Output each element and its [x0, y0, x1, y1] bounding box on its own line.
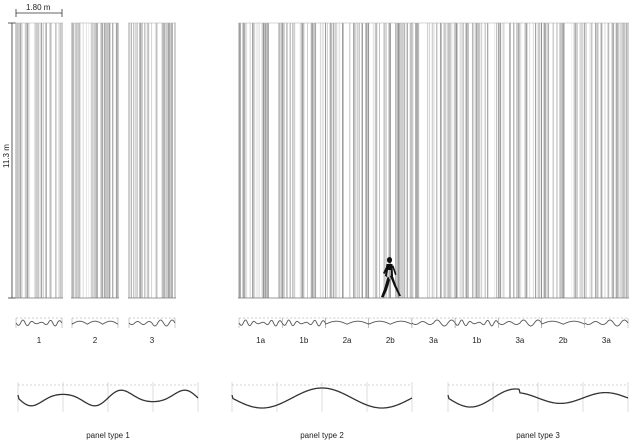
wall-panel-label: 1b	[299, 336, 308, 345]
wall-panel-label: 1b	[472, 336, 481, 345]
single-section-3: 3	[128, 317, 176, 345]
single-panel-2	[71, 22, 119, 299]
wall-panel	[367, 22, 413, 299]
wall-panel	[238, 22, 284, 299]
wall-panel-label: 3a	[429, 336, 438, 345]
wall-section: 3a	[584, 317, 629, 345]
panel-type-section-3: panel type 3	[447, 382, 629, 440]
wall-section-curve	[368, 320, 413, 325]
wall-section: 1b	[281, 317, 326, 345]
width-dimension: 1.80 m	[15, 3, 63, 17]
wall-panel-label: 1a	[256, 336, 265, 345]
single-panel-group	[15, 22, 176, 299]
wall-section: 1a	[238, 317, 283, 345]
panel-type-section-1: panel type 1	[17, 382, 199, 440]
wall-panel	[540, 22, 586, 299]
single-section-2: 2	[71, 317, 119, 345]
single-panel-sections: 1 2 3	[15, 317, 176, 345]
wall-sections: 1a 1b 2a 2b 3a 1b 3a 2b 3a	[238, 317, 629, 345]
panel-section-curve	[71, 320, 119, 325]
wall-panel-label: 2b	[386, 336, 395, 345]
single-panel-label: 2	[93, 336, 98, 345]
wall-section-curve	[584, 319, 629, 327]
single-section-1: 1	[15, 317, 63, 345]
wall-section: 2a	[325, 317, 369, 345]
panel-type-curve	[231, 387, 413, 409]
panel-type-sections: panel type 1 panel type 2 panel type 3	[17, 382, 629, 440]
width-dimension-label: 1.80 m	[26, 3, 51, 12]
panel-type-label: panel type 2	[300, 431, 344, 440]
panel-type-label: panel type 3	[516, 431, 560, 440]
panel-section-curve	[128, 319, 176, 327]
panel-type-curve	[17, 389, 199, 407]
person-silhouette	[381, 257, 401, 298]
panel-background	[239, 23, 283, 298]
wall-section-curve	[281, 319, 326, 327]
wall-section: 1b	[454, 317, 499, 345]
single-panel-label: 1	[37, 336, 42, 345]
wall-section: 2b	[368, 317, 413, 345]
height-dimension-label: 11.3 m	[2, 144, 11, 168]
wall-panel	[324, 22, 370, 299]
wall-section-curve	[454, 319, 499, 327]
wall-panel	[454, 22, 500, 299]
wall-section: 3a	[411, 317, 456, 345]
wall-panel	[281, 22, 327, 299]
wall-panel-label: 2a	[343, 336, 352, 345]
panel-type-label: panel type 1	[86, 431, 130, 440]
panel-type-curve	[447, 388, 629, 408]
wall-section: 3a	[498, 317, 542, 345]
wall-section: 2b	[541, 317, 586, 345]
panel-background	[325, 23, 369, 298]
wall-panel-label: 3a	[515, 336, 524, 345]
panel-type-section-2: panel type 2	[231, 382, 413, 440]
height-dimension: 11.3 m	[2, 22, 16, 299]
wall-panel-label: 2b	[559, 336, 568, 345]
wall-panel-label: 3a	[602, 336, 611, 345]
single-panel-3	[128, 22, 176, 299]
wall-panel	[497, 22, 543, 299]
wall-section-curve	[541, 320, 585, 325]
wall-panel	[410, 22, 457, 299]
wall-section-curve	[238, 319, 283, 327]
single-panel-1	[15, 22, 63, 299]
wall-elevation	[238, 22, 629, 299]
wall-section-curve	[325, 320, 369, 325]
panel-section-curve	[15, 319, 63, 327]
wall-panel	[583, 22, 629, 299]
wall-section-curve	[498, 319, 542, 327]
wall-section-curve	[411, 319, 456, 327]
single-panel-label: 3	[150, 336, 155, 345]
